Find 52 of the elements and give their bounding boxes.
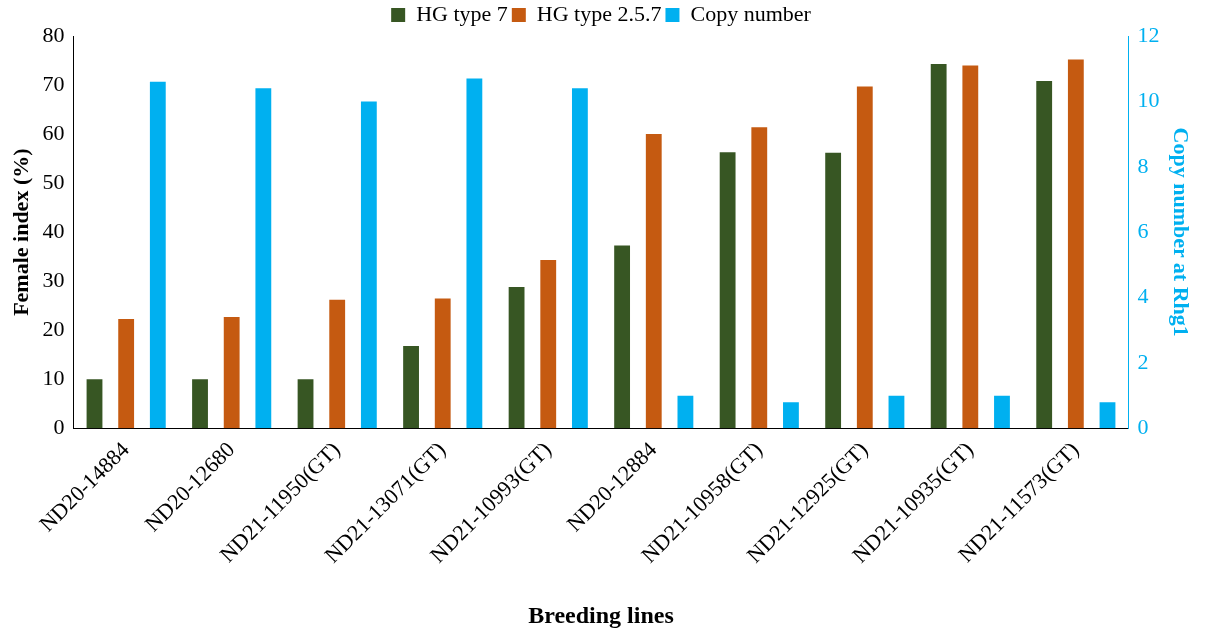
y-axis-title: Female index (%) (7, 148, 33, 316)
bar (930, 63, 947, 429)
y-tick-label: 50 (42, 168, 65, 194)
bar (751, 127, 768, 429)
bar (118, 318, 135, 429)
y-tick-label: 40 (42, 217, 65, 243)
x-axis-title: Breeding lines (528, 601, 674, 628)
bar (571, 88, 588, 429)
y-tick-label: 80 (42, 21, 65, 47)
legend-label: HG type 7 (416, 0, 508, 26)
y-tick-label: 60 (42, 119, 65, 145)
bar (508, 287, 525, 429)
y2-tick-label: 12 (1137, 21, 1160, 47)
bar (1036, 81, 1053, 429)
y2-tick-label: 10 (1137, 87, 1160, 113)
y-tick-label: 10 (42, 365, 65, 391)
y2-tick-label: 6 (1137, 217, 1149, 243)
bar (149, 81, 166, 429)
bar (677, 395, 694, 429)
bar (434, 298, 451, 429)
bar (614, 245, 631, 429)
bar (962, 65, 979, 429)
legend-label: Copy number (690, 0, 812, 26)
y-tick-label: 20 (42, 316, 65, 342)
y2-tick-label: 4 (1137, 283, 1149, 309)
bar (540, 260, 557, 429)
bar (719, 152, 736, 429)
bar (825, 152, 842, 429)
y-tick-label: 0 (53, 414, 65, 440)
bar (297, 379, 314, 429)
bar (192, 379, 208, 429)
bar (329, 299, 346, 429)
y2-tick-label: 8 (1137, 152, 1149, 178)
y-tick-label: 70 (42, 70, 65, 96)
y-tick-label: 30 (42, 266, 65, 292)
bar (1099, 402, 1116, 429)
bar (86, 379, 103, 429)
bar (856, 86, 873, 429)
y2-tick-label: 2 (1137, 348, 1149, 374)
bar (783, 402, 799, 429)
bar (645, 134, 662, 429)
bar (1067, 59, 1084, 429)
bar (360, 101, 377, 429)
bar (994, 395, 1010, 429)
bar (466, 78, 483, 429)
bar (403, 345, 419, 429)
bar (223, 317, 240, 429)
y2-tick-label: 0 (1137, 414, 1149, 440)
y2-axis-title: Copy number at Rhg1 (1169, 127, 1195, 337)
bar (888, 395, 905, 429)
legend-label: HG type 2.5.7 (536, 0, 662, 26)
bar (255, 88, 272, 429)
